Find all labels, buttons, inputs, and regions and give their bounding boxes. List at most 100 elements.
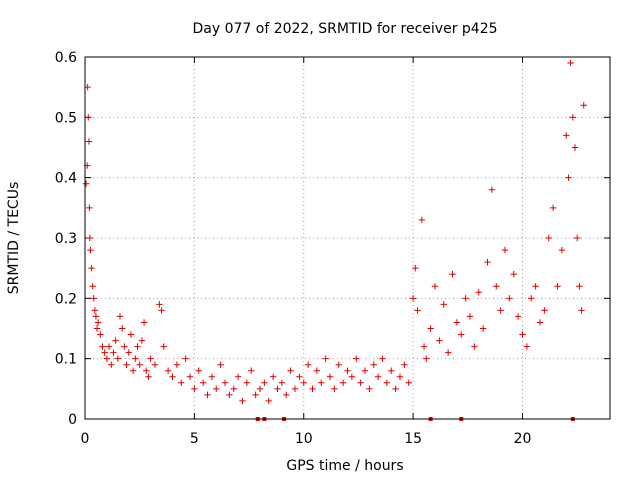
chart-title: Day 077 of 2022, SRMTID for receiver p42…	[192, 21, 497, 37]
data-point	[567, 59, 574, 67]
data-point	[213, 385, 220, 393]
data-point	[388, 367, 395, 374]
data-point	[121, 343, 128, 350]
data-point	[99, 343, 106, 350]
data-point	[569, 114, 577, 121]
data-point	[248, 367, 255, 374]
data-point	[208, 373, 216, 380]
data-point	[93, 325, 101, 332]
data-point	[182, 355, 189, 362]
data-point	[204, 391, 211, 399]
data-point	[414, 307, 421, 314]
data-point	[147, 355, 154, 362]
data-point	[105, 343, 113, 350]
data-point	[357, 379, 364, 386]
data-point	[234, 373, 242, 380]
data-point	[94, 319, 102, 326]
data-point	[89, 283, 96, 290]
data-point	[173, 361, 181, 368]
data-point	[136, 361, 143, 368]
data-point	[383, 379, 391, 386]
axes: 0 5 10 15 20 0 0.1 0.2 0.3 0.4 0.5 0.6	[55, 50, 610, 447]
data-point	[230, 385, 237, 393]
data-point	[88, 264, 95, 272]
data-points	[82, 59, 587, 405]
data-point	[431, 283, 439, 290]
data-point	[554, 283, 561, 290]
data-point	[145, 373, 152, 380]
data-point	[127, 331, 135, 338]
data-point	[549, 204, 557, 212]
data-point	[87, 246, 94, 254]
data-point	[269, 373, 277, 380]
data-point	[132, 355, 139, 362]
data-point	[90, 295, 97, 302]
data-point	[514, 313, 522, 320]
data-point	[449, 271, 456, 278]
data-point	[118, 325, 126, 332]
x-axis-label: GPS time / hours	[286, 458, 403, 474]
data-point	[134, 343, 141, 350]
y-tick-label: 0.4	[55, 171, 77, 187]
data-point	[309, 385, 316, 393]
data-point	[576, 283, 583, 290]
data-point	[471, 343, 478, 350]
grid	[85, 57, 610, 419]
data-point	[348, 373, 356, 380]
data-point	[85, 138, 93, 145]
data-point	[565, 174, 572, 181]
data-point	[300, 379, 307, 386]
x-tick-label: 20	[514, 431, 532, 447]
data-point	[103, 355, 111, 362]
data-point	[420, 343, 428, 350]
data-point	[412, 264, 419, 272]
plot-frame	[84, 56, 611, 420]
y-tick-label: 0.2	[55, 291, 77, 307]
x-tick-label: 5	[190, 431, 199, 447]
data-point	[243, 379, 251, 386]
data-point	[497, 307, 504, 314]
data-point	[392, 385, 399, 393]
data-point	[110, 349, 117, 356]
y-axis-label: SRMTID / TECUs	[6, 182, 22, 295]
data-point	[296, 373, 303, 380]
data-point	[160, 343, 167, 350]
data-point	[151, 361, 159, 368]
data-point	[353, 355, 360, 362]
data-point	[169, 373, 176, 380]
data-point	[366, 385, 373, 393]
data-point	[125, 349, 132, 356]
data-point	[501, 246, 509, 254]
data-point	[401, 361, 408, 368]
x-tick-label: 0	[81, 431, 90, 447]
data-point	[331, 385, 338, 393]
data-point	[409, 295, 417, 302]
data-point	[239, 397, 246, 405]
data-point	[523, 343, 531, 350]
data-point	[396, 373, 404, 380]
data-point	[519, 331, 526, 338]
data-point	[140, 319, 148, 326]
data-point	[274, 385, 281, 393]
data-point	[475, 289, 482, 296]
data-point	[571, 144, 579, 151]
y-tick-label: 0.6	[55, 50, 77, 66]
data-point	[458, 331, 465, 338]
data-point	[479, 325, 487, 332]
data-point	[114, 355, 122, 362]
data-point	[91, 307, 99, 314]
data-point	[313, 367, 321, 374]
data-point	[291, 385, 299, 393]
y-tick-label: 0.1	[55, 352, 77, 368]
data-point	[138, 337, 146, 344]
data-point	[578, 307, 585, 314]
data-point	[112, 337, 119, 344]
data-point	[423, 355, 430, 362]
data-point	[506, 295, 513, 302]
data-point	[143, 367, 150, 374]
y-tick-label: 0.5	[55, 110, 77, 126]
data-point	[379, 355, 386, 362]
y-tick-label: 0.3	[55, 231, 77, 247]
data-point	[536, 319, 544, 326]
